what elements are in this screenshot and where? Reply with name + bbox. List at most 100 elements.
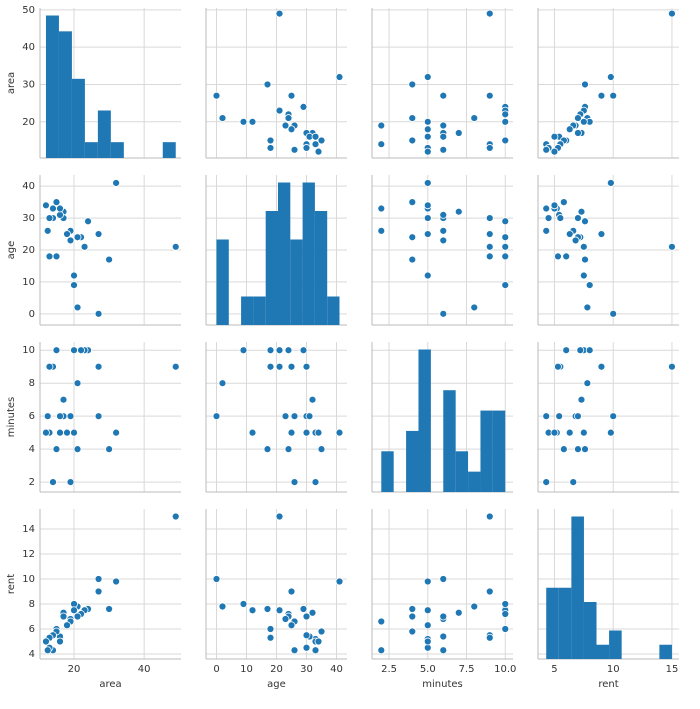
scatter-point <box>287 125 296 134</box>
hist-bar <box>302 182 315 325</box>
scatter-point <box>266 625 275 633</box>
scatter-point <box>439 210 448 219</box>
y-tick-label: 0 <box>29 309 35 320</box>
scatter-point <box>609 412 618 421</box>
scatter-point <box>542 204 551 213</box>
scatter-point <box>105 255 113 264</box>
scatter-point <box>248 117 257 126</box>
x-tick-label: 10 <box>240 664 253 675</box>
x-tick-label: 5.0 <box>420 664 436 675</box>
scatter-point <box>248 606 257 615</box>
scatter-point <box>281 615 290 623</box>
scatter-point <box>290 145 299 154</box>
scatter-point <box>423 125 432 134</box>
scatter-point <box>423 606 432 615</box>
y-tick-label: 40 <box>22 181 35 192</box>
scatter-point <box>571 236 580 245</box>
scatter-point <box>212 91 221 100</box>
y-tick-label: 2 <box>29 477 35 488</box>
hist-bar <box>216 239 229 325</box>
scatter-point <box>56 412 64 421</box>
scatter-point <box>112 179 121 187</box>
hist-bar <box>253 296 266 325</box>
panel <box>39 8 181 159</box>
scatter-point <box>275 106 284 115</box>
hist-bar <box>241 296 254 325</box>
scatter-point <box>501 610 510 618</box>
scatter-point <box>314 147 323 156</box>
hist-bar <box>492 410 506 492</box>
scatter-point <box>470 303 479 312</box>
scatter-point <box>565 230 574 238</box>
scatter-point <box>66 412 75 421</box>
scatter-point <box>263 605 272 613</box>
scatter-point <box>335 577 344 586</box>
scatter-point <box>579 117 588 126</box>
hist-bar <box>162 142 176 158</box>
hist-bar <box>45 15 59 158</box>
y-tick-label: 6 <box>29 624 35 635</box>
x-tick-label: 2.5 <box>381 664 397 675</box>
hist-bar <box>58 31 72 158</box>
x-axis-label: area <box>99 679 121 690</box>
scatter-point <box>501 600 510 608</box>
hist-bar <box>290 239 303 325</box>
scatter-point <box>408 627 417 636</box>
x-tick-label: 10.0 <box>494 664 516 675</box>
scatter-point <box>559 445 568 454</box>
scatter-point <box>218 379 227 388</box>
scatter-point <box>423 179 432 187</box>
scatter-point <box>52 252 61 261</box>
scatter-point <box>43 646 52 655</box>
scatter-point <box>439 309 448 318</box>
scatter-point <box>287 587 296 596</box>
scatter-point <box>668 9 676 18</box>
scatter-point <box>579 271 588 280</box>
scatter-point <box>266 346 275 355</box>
scatter-point <box>439 646 448 655</box>
scatter-point <box>239 117 248 126</box>
scatter-point <box>45 362 54 371</box>
scatter-point <box>66 236 75 245</box>
panel <box>205 8 347 159</box>
scatter-point <box>73 612 82 621</box>
scatter-point <box>308 395 317 404</box>
scatter-point <box>668 242 676 251</box>
y-tick-label: 4 <box>29 444 35 455</box>
scatter-point <box>94 587 103 596</box>
scatter-point <box>239 346 248 355</box>
scatter-point <box>439 226 448 235</box>
scatter-point <box>501 242 510 251</box>
scatter-point <box>302 643 311 652</box>
scatter-point <box>485 9 494 18</box>
hist-bar <box>609 630 622 659</box>
scatter-point <box>80 242 89 251</box>
scatter-point <box>485 230 494 238</box>
scatter-point <box>63 428 71 437</box>
scatter-point <box>275 362 284 371</box>
scatter-point <box>94 309 103 318</box>
scatter-point <box>377 204 386 213</box>
hist-bar <box>381 451 394 492</box>
scatter-point <box>377 121 386 130</box>
scatter-point <box>439 121 448 130</box>
scatter-point <box>583 303 592 312</box>
x-tick-label: 40 <box>138 664 151 675</box>
scatter-point <box>287 91 296 100</box>
scatter-point <box>577 207 586 216</box>
panel <box>371 342 513 493</box>
scatter-point <box>439 91 448 100</box>
scatter-point <box>212 412 221 421</box>
scatter-point <box>485 242 494 251</box>
scatter-point <box>275 606 284 615</box>
scatter-point <box>248 428 257 437</box>
scatter-point <box>550 147 559 156</box>
hist-bar <box>265 211 278 325</box>
panel <box>537 175 679 326</box>
scatter-point <box>59 395 68 404</box>
scatter-point <box>56 428 64 437</box>
scatter-point <box>470 602 479 611</box>
scatter-point <box>302 428 311 437</box>
scatter-point <box>597 91 606 100</box>
